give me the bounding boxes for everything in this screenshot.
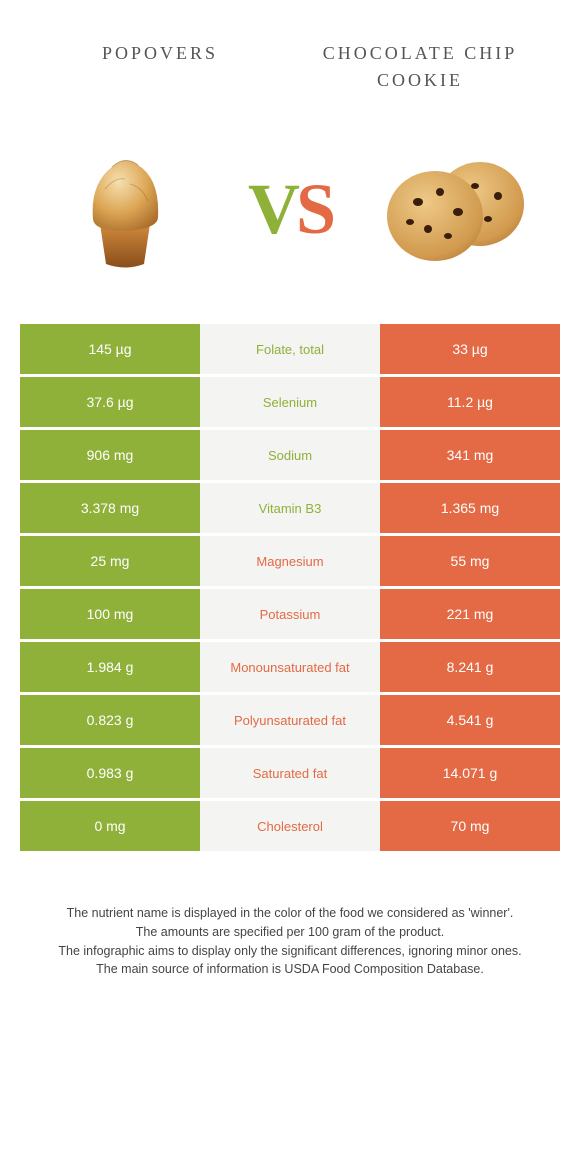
vs-v: V <box>248 168 296 251</box>
table-row: 906 mgSodium341 mg <box>20 430 560 480</box>
comparison-table: 145 µgFolate, total33 µg37.6 µgSelenium1… <box>0 324 580 851</box>
right-value: 33 µg <box>380 324 560 374</box>
nutrient-label: Potassium <box>200 589 380 639</box>
right-value: 14.071 g <box>380 748 560 798</box>
left-value: 145 µg <box>20 324 200 374</box>
table-row: 37.6 µgSelenium11.2 µg <box>20 377 560 427</box>
right-value: 55 mg <box>380 536 560 586</box>
left-value: 37.6 µg <box>20 377 200 427</box>
footer-line: The nutrient name is displayed in the co… <box>30 904 550 923</box>
footer-line: The infographic aims to display only the… <box>30 942 550 961</box>
left-value: 906 mg <box>20 430 200 480</box>
nutrient-label: Vitamin B3 <box>200 483 380 533</box>
table-row: 100 mgPotassium221 mg <box>20 589 560 639</box>
table-row: 145 µgFolate, total33 µg <box>20 324 560 374</box>
cookie-image <box>380 144 530 274</box>
vs-s: S <box>296 168 332 251</box>
nutrient-label: Cholesterol <box>200 801 380 851</box>
table-row: 1.984 gMonounsaturated fat8.241 g <box>20 642 560 692</box>
nutrient-label: Saturated fat <box>200 748 380 798</box>
left-value: 100 mg <box>20 589 200 639</box>
right-value: 221 mg <box>380 589 560 639</box>
nutrient-label: Sodium <box>200 430 380 480</box>
right-value: 8.241 g <box>380 642 560 692</box>
table-row: 0.983 gSaturated fat14.071 g <box>20 748 560 798</box>
title-left: POPOVERS <box>30 40 290 94</box>
left-value: 0 mg <box>20 801 200 851</box>
table-row: 0 mgCholesterol70 mg <box>20 801 560 851</box>
left-value: 3.378 mg <box>20 483 200 533</box>
nutrient-label: Folate, total <box>200 324 380 374</box>
nutrient-label: Magnesium <box>200 536 380 586</box>
right-value: 11.2 µg <box>380 377 560 427</box>
table-row: 3.378 mgVitamin B31.365 mg <box>20 483 560 533</box>
left-value: 25 mg <box>20 536 200 586</box>
hero-row: VS <box>0 114 580 324</box>
left-value: 0.983 g <box>20 748 200 798</box>
right-value: 4.541 g <box>380 695 560 745</box>
nutrient-label: Selenium <box>200 377 380 427</box>
right-value: 341 mg <box>380 430 560 480</box>
nutrient-label: Monounsaturated fat <box>200 642 380 692</box>
right-value: 1.365 mg <box>380 483 560 533</box>
vs-label: VS <box>248 168 332 251</box>
cookie-icon <box>380 154 530 264</box>
left-value: 0.823 g <box>20 695 200 745</box>
title-right: CHOCOLATE CHIP COOKIE <box>290 40 550 94</box>
nutrient-label: Polyunsaturated fat <box>200 695 380 745</box>
right-value: 70 mg <box>380 801 560 851</box>
table-row: 0.823 gPolyunsaturated fat4.541 g <box>20 695 560 745</box>
footer-line: The main source of information is USDA F… <box>30 960 550 979</box>
footer-notes: The nutrient name is displayed in the co… <box>0 854 580 979</box>
footer-line: The amounts are specified per 100 gram o… <box>30 923 550 942</box>
titles-row: POPOVERS CHOCOLATE CHIP COOKIE <box>0 0 580 114</box>
left-value: 1.984 g <box>20 642 200 692</box>
table-row: 25 mgMagnesium55 mg <box>20 536 560 586</box>
popover-image <box>50 144 200 274</box>
popover-icon <box>70 149 180 269</box>
